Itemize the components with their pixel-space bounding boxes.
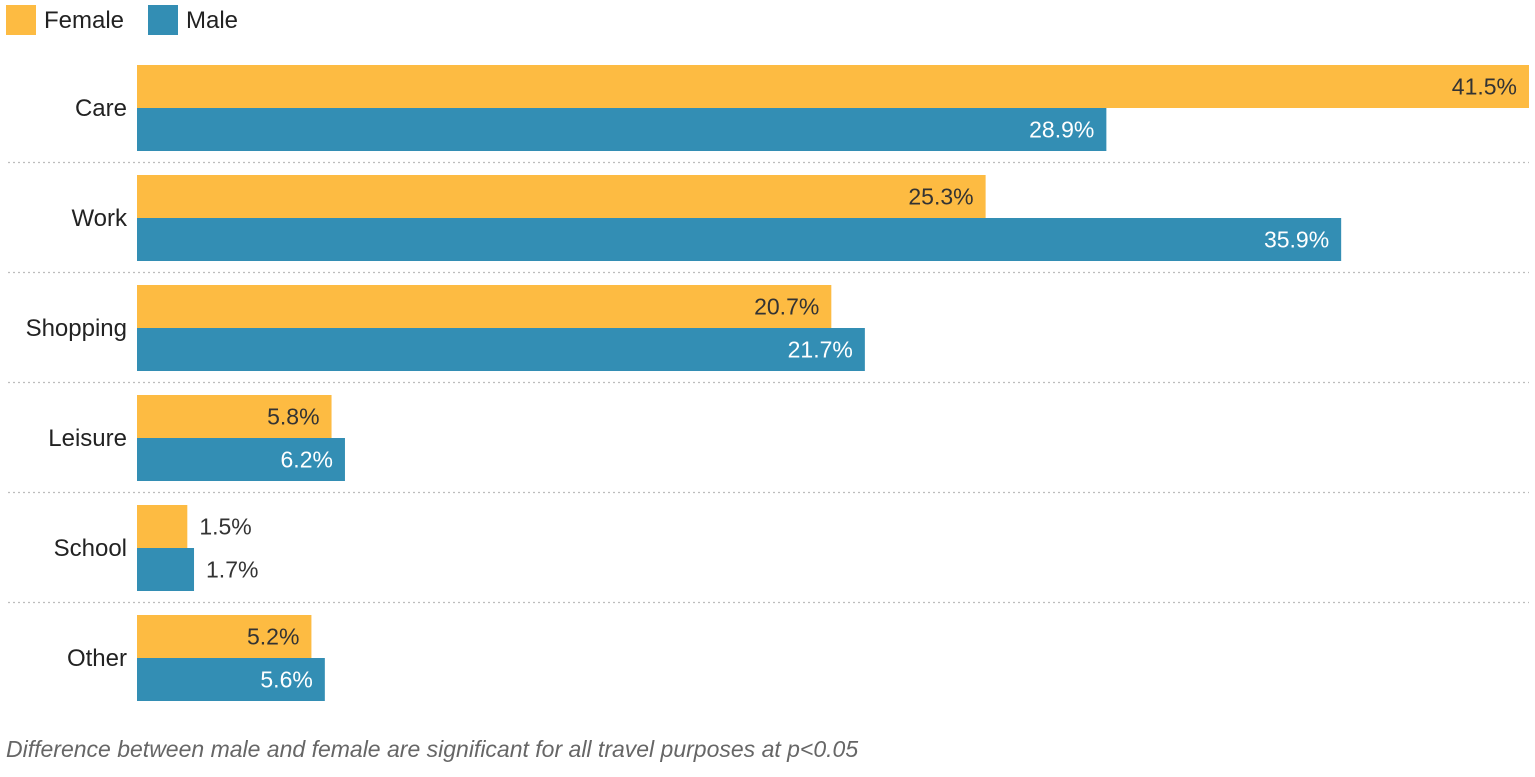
- data-label-male-leisure: 6.2%: [281, 447, 333, 473]
- data-label-male-work: 35.9%: [1264, 227, 1329, 253]
- data-label-female-care: 41.5%: [1452, 74, 1517, 100]
- data-label-female-work: 25.3%: [908, 184, 973, 210]
- category-label: Care: [75, 95, 127, 122]
- bar-group-leisure: Leisure 5.8% 6.2%: [48, 395, 345, 481]
- bar-male-other: [137, 658, 325, 701]
- bar-male-care: [137, 108, 1107, 151]
- category-label: Work: [71, 205, 128, 232]
- bar-group-school: School 1.5% 1.7%: [54, 505, 258, 591]
- bar-female-leisure: [137, 395, 332, 438]
- category-label: Other: [67, 645, 127, 672]
- data-label-male-other: 5.6%: [260, 667, 312, 693]
- bar-male-work: [137, 218, 1342, 261]
- data-label-female-leisure: 5.8%: [267, 404, 319, 430]
- data-label-female-other: 5.2%: [247, 624, 299, 650]
- legend-swatch-female: [6, 5, 36, 35]
- category-label: Shopping: [26, 315, 127, 342]
- bar-female-work: [137, 175, 986, 218]
- bar-female-care: [137, 65, 1529, 108]
- bar-male-school: [137, 548, 195, 591]
- legend: Female Male: [6, 5, 238, 35]
- bar-male-shopping: [137, 328, 865, 371]
- category-label: School: [54, 535, 127, 562]
- bar-group-work: Work 25.3% 35.9%: [71, 175, 1342, 261]
- bar-female-school: [137, 505, 188, 548]
- legend-label-male: Male: [186, 7, 238, 34]
- legend-label-female: Female: [44, 7, 124, 34]
- footnote: Difference between male and female are s…: [6, 736, 859, 762]
- bar-group-other: Other 5.2% 5.6%: [67, 615, 325, 701]
- bar-female-other: [137, 615, 312, 658]
- data-label-female-school: 1.5%: [199, 514, 251, 540]
- data-label-female-shopping: 20.7%: [754, 294, 819, 320]
- data-label-male-shopping: 21.7%: [788, 337, 853, 363]
- data-label-male-school: 1.7%: [206, 557, 258, 583]
- data-label-male-care: 28.9%: [1029, 117, 1094, 143]
- bar-female-shopping: [137, 285, 832, 328]
- bar-group-care: Care 41.5% 28.9%: [75, 65, 1529, 151]
- bar-group-shopping: Shopping 20.7% 21.7%: [26, 285, 865, 371]
- category-label: Leisure: [48, 425, 127, 452]
- legend-swatch-male: [148, 5, 178, 35]
- bar-male-leisure: [137, 438, 345, 481]
